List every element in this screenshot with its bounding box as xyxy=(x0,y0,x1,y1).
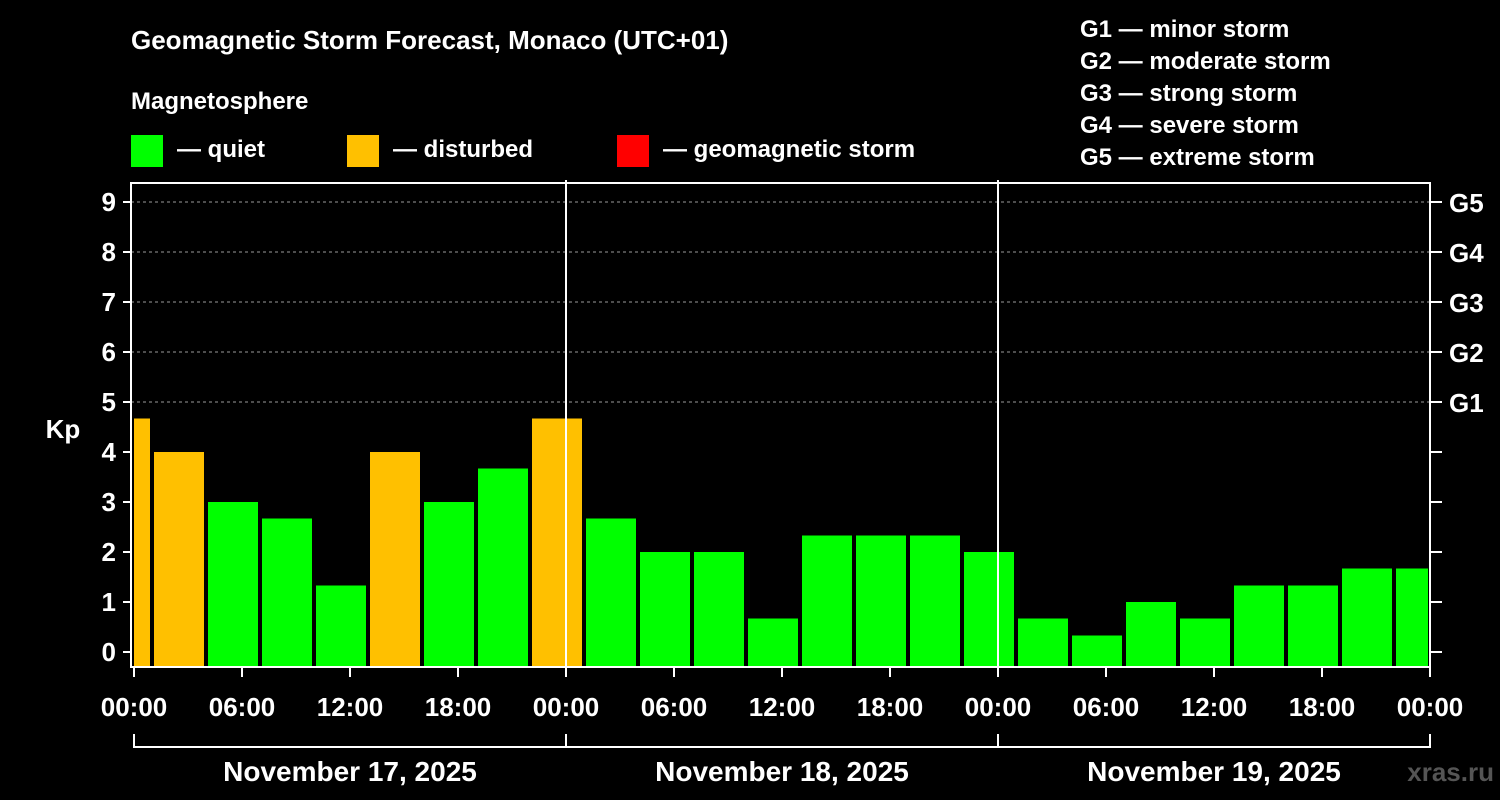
kp-bar-2 xyxy=(208,502,258,667)
y-tick-label-2: 2 xyxy=(102,537,116,567)
kp-bar-10 xyxy=(640,552,690,667)
watermark: xras.ru xyxy=(1407,757,1494,787)
kp-bar-21 xyxy=(1234,585,1284,667)
kp-bar-3 xyxy=(262,518,312,667)
scale-legend-g1: G1 — minor storm xyxy=(1080,16,1289,43)
kp-bar-17 xyxy=(1018,618,1068,667)
y-tick-label-7: 7 xyxy=(102,287,116,317)
x-tick-label-5: 06:00 xyxy=(641,692,708,722)
kp-bar-4 xyxy=(316,585,366,667)
plot-border xyxy=(130,182,1431,668)
scale-legend-g4: G4 — severe storm xyxy=(1080,112,1299,139)
x-tick-label-1: 06:00 xyxy=(209,692,276,722)
kp-bar-8 xyxy=(532,418,582,667)
chart-subtitle: Magnetosphere xyxy=(131,88,308,115)
x-tick-label-9: 06:00 xyxy=(1073,692,1140,722)
kp-bar-14 xyxy=(856,535,906,667)
y-axis-label: Kp xyxy=(46,414,81,444)
kp-bar-22 xyxy=(1288,585,1338,667)
y-axis-ticks: 0 1 2 3 4 5 6 7 8 9 xyxy=(102,187,131,667)
x-tick-label-0: 00:00 xyxy=(101,692,168,722)
x-tick-label-8: 00:00 xyxy=(965,692,1032,722)
x-tick-label-6: 12:00 xyxy=(749,692,816,722)
state-legend: — quiet — disturbed — geomagnetic storm xyxy=(131,135,915,167)
y-tick-label-9: 9 xyxy=(102,187,116,217)
scale-legend-g5: G5 — extreme storm xyxy=(1080,144,1315,171)
kp-bar-18 xyxy=(1072,635,1122,667)
x-tick-label-12: 00:00 xyxy=(1397,692,1464,722)
day-label-1: November 18, 2025 xyxy=(655,756,909,787)
storm-level-label-g2: G2 xyxy=(1449,338,1484,368)
y-tick-label-3: 3 xyxy=(102,487,116,517)
kp-bar-12 xyxy=(748,618,798,667)
chart-title: Geomagnetic Storm Forecast, Monaco (UTC+… xyxy=(131,25,728,55)
storm-scale-legend: G1 — minor storm G2 — moderate storm G3 … xyxy=(1080,16,1331,171)
plot-frame xyxy=(130,182,1431,668)
storm-level-label-g4: G4 xyxy=(1449,238,1484,268)
x-tick-label-11: 18:00 xyxy=(1289,692,1356,722)
kp-bar-16 xyxy=(964,552,1014,667)
x-tick-label-3: 18:00 xyxy=(425,692,492,722)
y-tick-label-4: 4 xyxy=(102,437,117,467)
kp-bar-20 xyxy=(1180,618,1230,667)
legend-swatch-disturbed xyxy=(347,135,379,167)
x-tick-label-10: 12:00 xyxy=(1181,692,1248,722)
x-tick-label-2: 12:00 xyxy=(317,692,384,722)
kp-bar-0 xyxy=(134,418,150,667)
scale-legend-g2: G2 — moderate storm xyxy=(1080,48,1331,75)
y-tick-label-6: 6 xyxy=(102,337,116,367)
day-label-0: November 17, 2025 xyxy=(223,756,477,787)
legend-swatch-storm xyxy=(617,135,649,167)
kp-bar-15 xyxy=(910,535,960,667)
kp-bar-5 xyxy=(370,452,420,667)
kp-bar-19 xyxy=(1126,602,1176,667)
kp-bar-6 xyxy=(424,502,474,667)
x-axis-ticks: 00:00 06:00 12:00 18:00 00:00 06:00 12:00 18:00… xyxy=(101,667,1464,722)
day-label-2: November 19, 2025 xyxy=(1087,756,1341,787)
legend-label-disturbed: — disturbed xyxy=(393,136,533,163)
legend-label-quiet: — quiet xyxy=(177,136,265,163)
storm-level-axis: G1 G2 G3 G4 G5 xyxy=(1430,188,1484,653)
scale-legend-g3: G3 — strong storm xyxy=(1080,80,1297,107)
storm-level-label-g5: G5 xyxy=(1449,188,1484,218)
day-dividers xyxy=(565,180,999,667)
y-tick-label-5: 5 xyxy=(102,387,116,417)
kp-bar-23 xyxy=(1342,568,1392,667)
day-bracket xyxy=(133,734,1431,748)
kp-bar-9 xyxy=(586,518,636,667)
y-tick-label-8: 8 xyxy=(102,237,116,267)
gridlines xyxy=(131,201,1430,403)
kp-bar-7 xyxy=(478,468,528,667)
y-tick-label-1: 1 xyxy=(102,587,116,617)
storm-level-label-g3: G3 xyxy=(1449,288,1484,318)
storm-level-label-g1: G1 xyxy=(1449,388,1484,418)
legend-swatch-quiet xyxy=(131,135,163,167)
kp-bars xyxy=(134,418,1428,667)
x-tick-label-7: 18:00 xyxy=(857,692,924,722)
day-labels: November 17, 2025 November 18, 2025 Novemb… xyxy=(223,756,1341,787)
kp-bar-1 xyxy=(154,452,204,667)
y-tick-label-0: 0 xyxy=(102,637,116,667)
x-tick-label-4: 00:00 xyxy=(533,692,600,722)
kp-bar-24 xyxy=(1396,568,1428,667)
legend-label-storm: — geomagnetic storm xyxy=(663,136,915,163)
kp-bar-13 xyxy=(802,535,852,667)
kp-bar-11 xyxy=(694,552,744,667)
